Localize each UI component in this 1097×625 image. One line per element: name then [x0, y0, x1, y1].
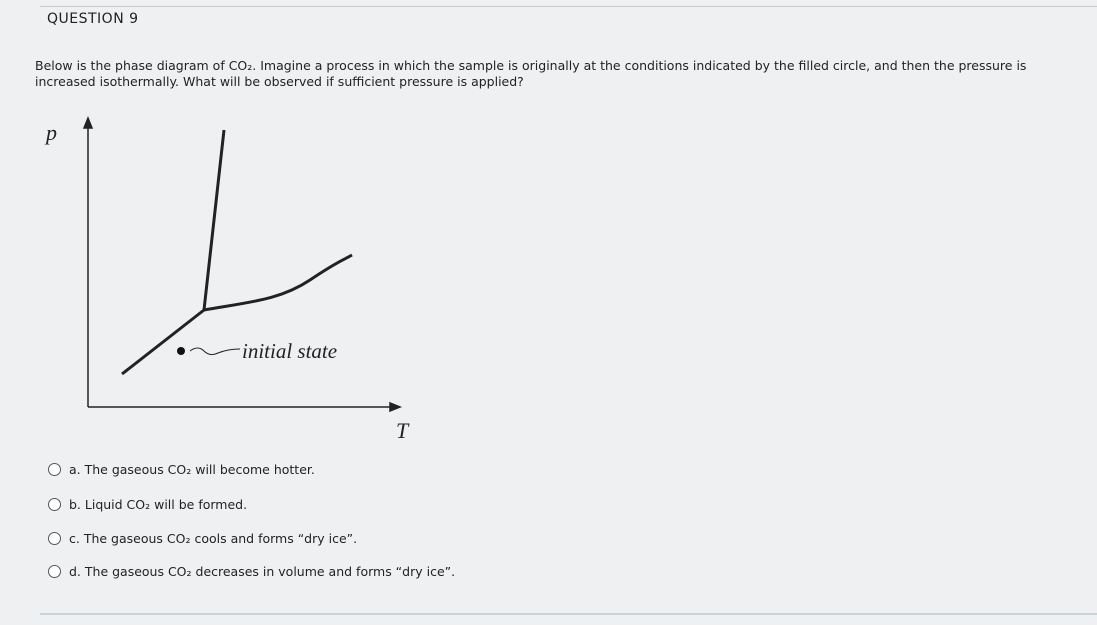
- option[interactable]: d. The gaseous CO₂ decreases in volume a…: [48, 564, 455, 579]
- phase-diagram: initial state p T: [44, 115, 410, 443]
- y-axis-label: p: [44, 120, 57, 145]
- bottom-rule: [40, 613, 1097, 615]
- question-text: Below is the phase diagram of CO₂. Imagi…: [35, 58, 1027, 89]
- top-rule: [40, 6, 1097, 7]
- option-text[interactable]: b. Liquid CO₂ will be formed.: [69, 497, 248, 512]
- initial-point: [177, 347, 185, 355]
- y-arrow: [82, 115, 94, 129]
- radio-button[interactable]: [48, 532, 61, 545]
- option[interactable]: a. The gaseous CO₂ will become hotter.: [48, 462, 315, 477]
- radio-button[interactable]: [48, 463, 61, 476]
- option[interactable]: c. The gaseous CO₂ cools and forms “dry …: [48, 531, 357, 546]
- vaporization-curve: [203, 253, 353, 312]
- radio-button[interactable]: [48, 498, 61, 511]
- sublimation-curve: [121, 308, 205, 376]
- x-axis-label: T: [396, 418, 410, 443]
- point-label: initial state: [242, 339, 337, 363]
- option-text[interactable]: d. The gaseous CO₂ decreases in volume a…: [69, 564, 456, 579]
- option[interactable]: b. Liquid CO₂ will be formed.: [48, 497, 247, 512]
- fusion-curve: [202, 129, 226, 311]
- leader-line: [189, 347, 241, 356]
- x-arrow: [389, 401, 403, 413]
- question-title: QUESTION 9: [47, 11, 139, 27]
- option-text[interactable]: a. The gaseous CO₂ will become hotter.: [69, 462, 315, 477]
- option-text[interactable]: c. The gaseous CO₂ cools and forms “dry …: [69, 531, 358, 546]
- radio-button[interactable]: [48, 565, 61, 578]
